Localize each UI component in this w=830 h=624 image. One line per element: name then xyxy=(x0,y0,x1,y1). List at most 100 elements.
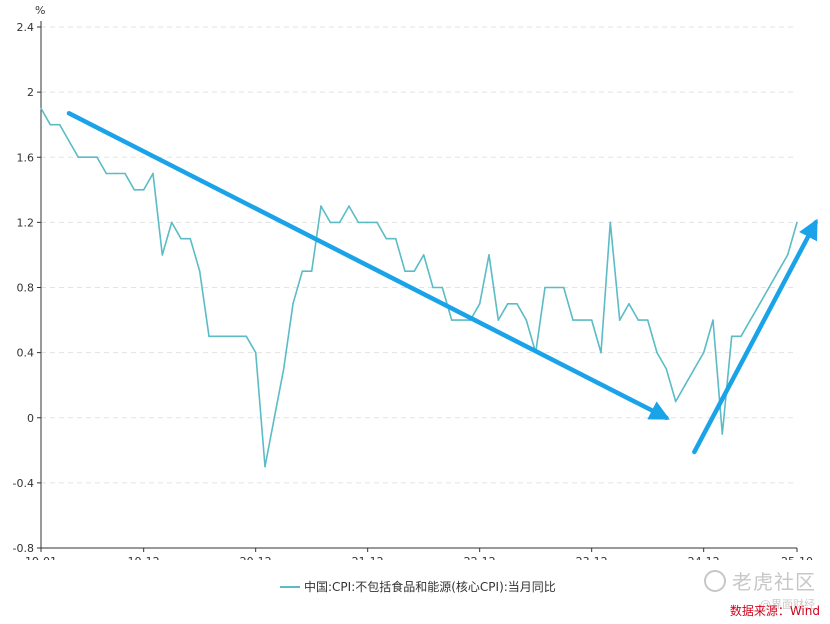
y-tick-label: -0.4 xyxy=(13,477,34,490)
data-point xyxy=(749,319,752,321)
data-point xyxy=(394,237,397,240)
data-point xyxy=(590,319,593,321)
data-point xyxy=(133,189,136,191)
x-tick-label: 23-12 xyxy=(576,555,608,560)
data-point xyxy=(282,368,285,370)
data-point xyxy=(385,237,388,240)
data-point xyxy=(497,319,500,321)
data-point xyxy=(730,335,733,338)
data-point xyxy=(105,172,108,175)
x-tick-label: 24-12 xyxy=(688,555,720,560)
data-point xyxy=(758,303,761,305)
data-point xyxy=(310,270,313,273)
data-point xyxy=(450,319,453,321)
x-tick-label: 20-12 xyxy=(240,555,272,560)
data-point xyxy=(460,319,462,321)
watermark-text: 老虎社区 xyxy=(732,570,816,594)
data-point xyxy=(142,189,145,191)
data-point xyxy=(217,335,220,338)
data-point xyxy=(329,221,332,224)
series-layer xyxy=(40,107,798,468)
data-point xyxy=(609,221,612,224)
x-tick-label: 19-12 xyxy=(128,555,160,560)
data-point xyxy=(413,270,416,273)
data-point xyxy=(180,237,182,240)
watermark-logo: 老虎社区 xyxy=(704,566,816,595)
data-point xyxy=(712,319,714,321)
data-point xyxy=(58,123,61,126)
data-point xyxy=(264,465,266,468)
data-point xyxy=(693,368,696,370)
data-point xyxy=(432,286,434,289)
data-point xyxy=(49,123,52,126)
data-point xyxy=(114,172,117,175)
data-point xyxy=(161,254,164,256)
x-tick-label: 21-12 xyxy=(352,555,384,560)
data-point xyxy=(768,286,770,289)
data-point xyxy=(189,237,192,240)
data-point xyxy=(525,319,528,321)
data-point xyxy=(96,156,98,158)
data-point xyxy=(572,319,574,321)
axes: 2.4 2 1.6 1.2 0.8 0.4 0 -0.4 -0.8% 19-01 19-12 20-1… xyxy=(13,4,813,560)
trend-arrow xyxy=(692,218,818,455)
legend-label: 中国:CPI:不包括食品和能源(核心CPI):当月同比 xyxy=(304,580,556,594)
data-point xyxy=(170,221,173,224)
y-tick-label: 0 xyxy=(27,412,34,425)
data-point xyxy=(301,270,304,273)
y-tick-label: -0.8 xyxy=(13,542,34,555)
data-point xyxy=(777,270,780,273)
data-point xyxy=(506,303,509,305)
y-tick-label: 2.4 xyxy=(17,21,35,34)
x-tick-label: 19-01 xyxy=(25,555,57,560)
data-point xyxy=(674,400,677,403)
data-point xyxy=(702,351,705,354)
data-point xyxy=(208,335,210,338)
data-point xyxy=(628,303,630,305)
data-point xyxy=(198,270,201,273)
data-point xyxy=(124,172,126,175)
data-point xyxy=(86,156,89,158)
data-point xyxy=(581,319,584,321)
trend-arrow xyxy=(66,111,670,420)
data-point xyxy=(357,221,360,224)
legend-swatch xyxy=(280,585,300,588)
data-point xyxy=(562,286,565,289)
data-point xyxy=(637,319,640,321)
data-point xyxy=(796,221,798,224)
data-point xyxy=(292,303,294,305)
y-unit-label: % xyxy=(35,4,45,17)
gridlines xyxy=(41,26,797,484)
x-tick-label: 25-10 xyxy=(781,555,813,560)
data-point xyxy=(441,286,444,289)
trend-arrows xyxy=(66,111,818,455)
series-line xyxy=(40,108,798,468)
data-point xyxy=(152,172,154,175)
data-point xyxy=(348,205,350,207)
data-point xyxy=(422,254,425,256)
data-point xyxy=(366,221,369,224)
legend[interactable]: 中国:CPI:不包括食品和能源(核心CPI):当月同比 xyxy=(280,578,556,595)
data-point xyxy=(665,368,668,370)
data-point xyxy=(618,319,621,321)
data-point xyxy=(600,351,602,354)
data-point xyxy=(478,303,481,305)
data-point xyxy=(273,417,276,419)
data-point xyxy=(786,254,789,256)
watermark-subtext: @界面财经 xyxy=(760,598,815,611)
data-point xyxy=(226,335,229,338)
y-tick-label: 1.2 xyxy=(17,216,35,229)
data-point xyxy=(376,221,378,224)
data-point xyxy=(68,140,70,142)
data-point xyxy=(245,335,248,338)
data-point xyxy=(320,205,322,207)
chart-canvas: 2.4 2 1.6 1.2 0.8 0.4 0 -0.4 -0.8% 19-01 19-12 20-1… xyxy=(13,4,818,560)
y-tick-label: 2 xyxy=(27,86,34,99)
data-point xyxy=(656,351,658,354)
y-tick-label: 0.4 xyxy=(17,347,35,360)
data-point xyxy=(646,319,649,321)
data-point xyxy=(236,335,238,338)
tiger-logo-icon xyxy=(704,569,726,592)
data-point xyxy=(740,335,742,338)
y-tick-label: 0.8 xyxy=(17,282,35,295)
